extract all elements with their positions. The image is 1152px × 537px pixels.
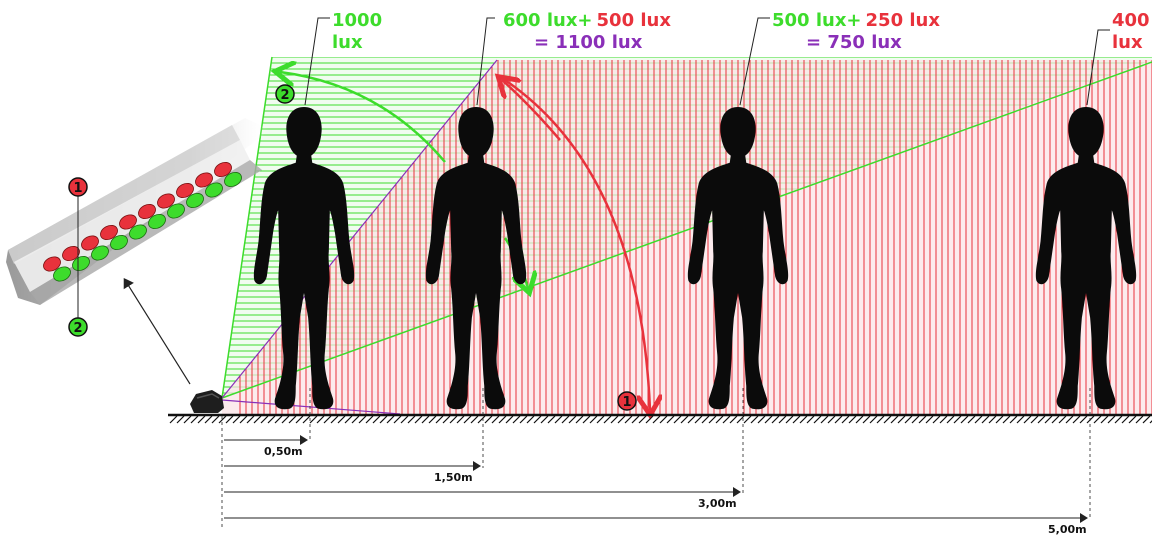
label-lux-total: = 750 lux <box>806 32 902 53</box>
distance-label: 1,50m <box>434 471 473 484</box>
ground <box>168 413 1152 424</box>
label-lux-green: 1000 <box>332 10 382 31</box>
dimensions: 0,50m 1,50m 3,00m 5,00m <box>221 388 1091 536</box>
svg-text:2: 2 <box>73 321 82 336</box>
label-lux-total: = 1100 lux <box>534 32 643 53</box>
badge-2-scene: 2 <box>275 84 295 104</box>
beam-edges <box>221 56 1152 415</box>
label-lux-sum: 500 lux+ 250 lux <box>772 10 940 31</box>
red-rotation-arrow-top <box>502 80 561 141</box>
svg-text:1: 1 <box>622 395 631 410</box>
label-lux-red: 400 <box>1112 10 1150 31</box>
green-rotation-arrow <box>280 72 446 163</box>
label-person-1: 1000 lux <box>332 10 382 53</box>
badge-1-scene: 1 <box>617 391 637 411</box>
label-lux-unit: lux <box>332 32 363 53</box>
distance-label: 3,00m <box>698 497 737 510</box>
red-rotation-arrow <box>501 76 650 410</box>
distance-label: 5,00m <box>1048 523 1087 536</box>
label-person-2: 600 lux+ 500 lux = 1100 lux <box>503 10 671 53</box>
label-person-3: 500 lux+ 250 lux = 750 lux <box>772 10 940 53</box>
label-lux-unit: lux <box>1112 32 1143 53</box>
lamp-closeup: 1 2 <box>6 118 270 337</box>
badge-1-closeup: 1 <box>68 177 88 197</box>
label-person-4: 400 lux <box>1112 10 1150 53</box>
label-lux-sum: 600 lux+ 500 lux <box>503 10 671 31</box>
distance-label: 0,50m <box>264 445 303 458</box>
svg-text:2: 2 <box>280 88 289 103</box>
svg-text:1: 1 <box>73 181 82 196</box>
badge-2-closeup: 2 <box>68 317 88 337</box>
closeup-pointer-arrow <box>123 277 191 385</box>
leader-lines <box>304 17 1110 106</box>
led-lamp-icon <box>190 390 224 413</box>
